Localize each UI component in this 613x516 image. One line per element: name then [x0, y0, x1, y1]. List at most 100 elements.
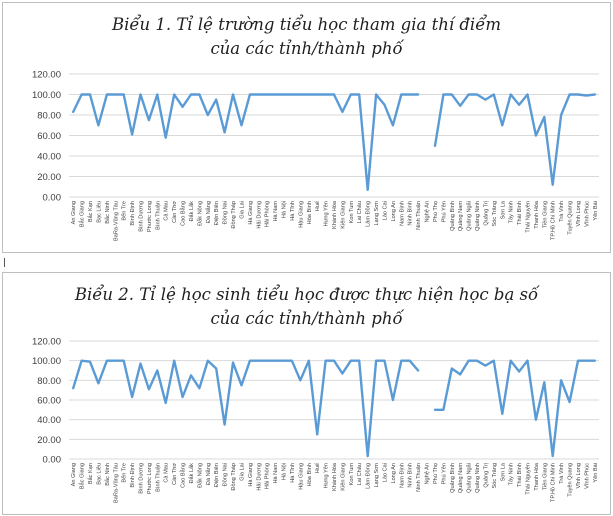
x-tick-label: BaRa-Vũng Tàu [113, 201, 119, 241]
data-point [257, 93, 259, 95]
x-tick-label: Lâm Đồng [366, 201, 372, 227]
x-tick-label: Bình Thuận [155, 201, 161, 230]
y-tick-label: 20.00 [37, 172, 61, 183]
x-tick-label: Quảng Ninh [475, 463, 481, 493]
x-tick-label: Yên Bái [593, 463, 599, 483]
y-tick-label: 0.00 [43, 193, 62, 204]
data-point [291, 359, 293, 361]
x-tick-label: Bắc Kạn [87, 201, 94, 222]
chart-2-title-line-1: Biểu 2. Tỉ lệ học sinh tiểu học được thự… [74, 285, 539, 304]
series-line [433, 93, 596, 186]
x-tick-label: Bình Định [130, 463, 136, 488]
x-tick-label: Nghệ An [425, 463, 431, 484]
data-point [577, 359, 579, 361]
x-tick-label: Thái Bình [517, 463, 523, 487]
x-tick-label: Điện Biên [214, 201, 220, 225]
x-tick-label: Hà Nội [282, 201, 288, 218]
data-point [165, 402, 167, 404]
data-point [518, 370, 520, 372]
data-point [594, 359, 596, 361]
x-tick-label: Long An [391, 463, 397, 484]
data-point [165, 136, 167, 138]
data-point [131, 133, 133, 135]
data-point [207, 114, 209, 116]
data-point [232, 361, 234, 363]
x-tick-label: Tây Ninh [509, 463, 515, 485]
data-point [265, 359, 267, 361]
x-tick-label: Kon Tum [349, 463, 355, 486]
x-tick-label: Bạc Liêu [96, 463, 102, 485]
data-point [122, 93, 124, 95]
x-tick-label: Huế [315, 462, 321, 473]
data-point [190, 93, 192, 95]
x-tick-label: Ninh Bình [408, 463, 414, 488]
data-point [198, 93, 200, 95]
data-point [80, 93, 82, 95]
data-point [299, 379, 301, 381]
chart-1-title-line-1: Biểu 1. Tỉ lệ trường tiểu học tham gia t… [111, 15, 502, 34]
x-tick-label: Hậu Giang [298, 201, 304, 228]
y-tick-label: 60.00 [37, 131, 61, 142]
data-point [375, 359, 377, 361]
data-point [366, 189, 368, 191]
data-point [207, 359, 209, 361]
x-tick-label: Thái Bình [517, 201, 523, 225]
x-tick-label: Ninh Thuận [416, 201, 422, 230]
y-tick-label: 60.00 [37, 396, 61, 407]
data-point [148, 388, 150, 390]
data-point [215, 98, 217, 100]
chart-2-title-line-2: của các tỉnh/thành phố [210, 309, 403, 328]
x-tick-label: Cao Bằng [180, 201, 187, 226]
x-tick-label: Hưng Yên [324, 201, 330, 226]
x-tick-label: Ninh Bình [408, 201, 414, 226]
x-tick-label: Phú Thọ [433, 201, 439, 222]
data-point [434, 145, 436, 147]
x-tick-label: Lạng Sơn [374, 463, 380, 488]
x-tick-label: Hà Nam [273, 463, 279, 484]
x-tick-label: Sơn La [500, 462, 506, 481]
x-tick-label: Vĩnh Phúc [584, 463, 590, 489]
x-tick-label: Quảng Trị [483, 201, 489, 226]
y-tick-label: 40.00 [37, 152, 61, 163]
x-tick-label: Đắk Nông [196, 463, 203, 488]
x-tick-label: Điện Biên [214, 463, 220, 487]
data-point [265, 93, 267, 95]
series-line [71, 359, 420, 458]
x-tick-label: Hà Giang [248, 463, 254, 487]
x-tick-label: Trà Vinh [559, 463, 565, 484]
data-point [526, 93, 528, 95]
x-tick-label: Tuyên Quang [568, 463, 574, 497]
x-tick-label: Quảng Ngãi [467, 201, 473, 231]
x-tick-label: Tiền Giang [542, 463, 548, 490]
data-point [308, 359, 310, 361]
data-point [375, 93, 377, 95]
x-tick-label: Ninh Thuận [416, 463, 422, 492]
x-tick-label: Khánh Hòa [332, 462, 338, 491]
y-tick-label: 120.00 [32, 70, 61, 81]
x-tick-label: Bắc Giang [79, 201, 86, 227]
data-point [106, 93, 108, 95]
data-point [400, 359, 402, 361]
x-tick-label: Quảng Nam [458, 201, 464, 231]
y-tick-label: 20.00 [37, 435, 61, 446]
data-point [257, 359, 259, 361]
data-point [467, 359, 469, 361]
data-point [409, 359, 411, 361]
data-point [316, 433, 318, 435]
data-point [240, 384, 242, 386]
data-point [459, 373, 461, 375]
x-tick-label: Đồng Nai [223, 463, 229, 486]
data-point [324, 93, 326, 95]
x-tick-label: BaRa-Vũng Tàu [113, 463, 119, 503]
data-point [350, 359, 352, 361]
x-tick-label: Sóc Trăng [492, 201, 498, 227]
data-point [156, 369, 158, 371]
x-tick-label: Đắk Nông [196, 201, 203, 226]
data-point [72, 387, 74, 389]
x-tick-label: Bắc Ninh [104, 201, 111, 224]
data-point [585, 94, 587, 96]
x-tick-label: Long An [391, 201, 397, 222]
x-tick-label: Trà Vinh [559, 201, 565, 222]
data-point [560, 114, 562, 116]
data-point [274, 93, 276, 95]
